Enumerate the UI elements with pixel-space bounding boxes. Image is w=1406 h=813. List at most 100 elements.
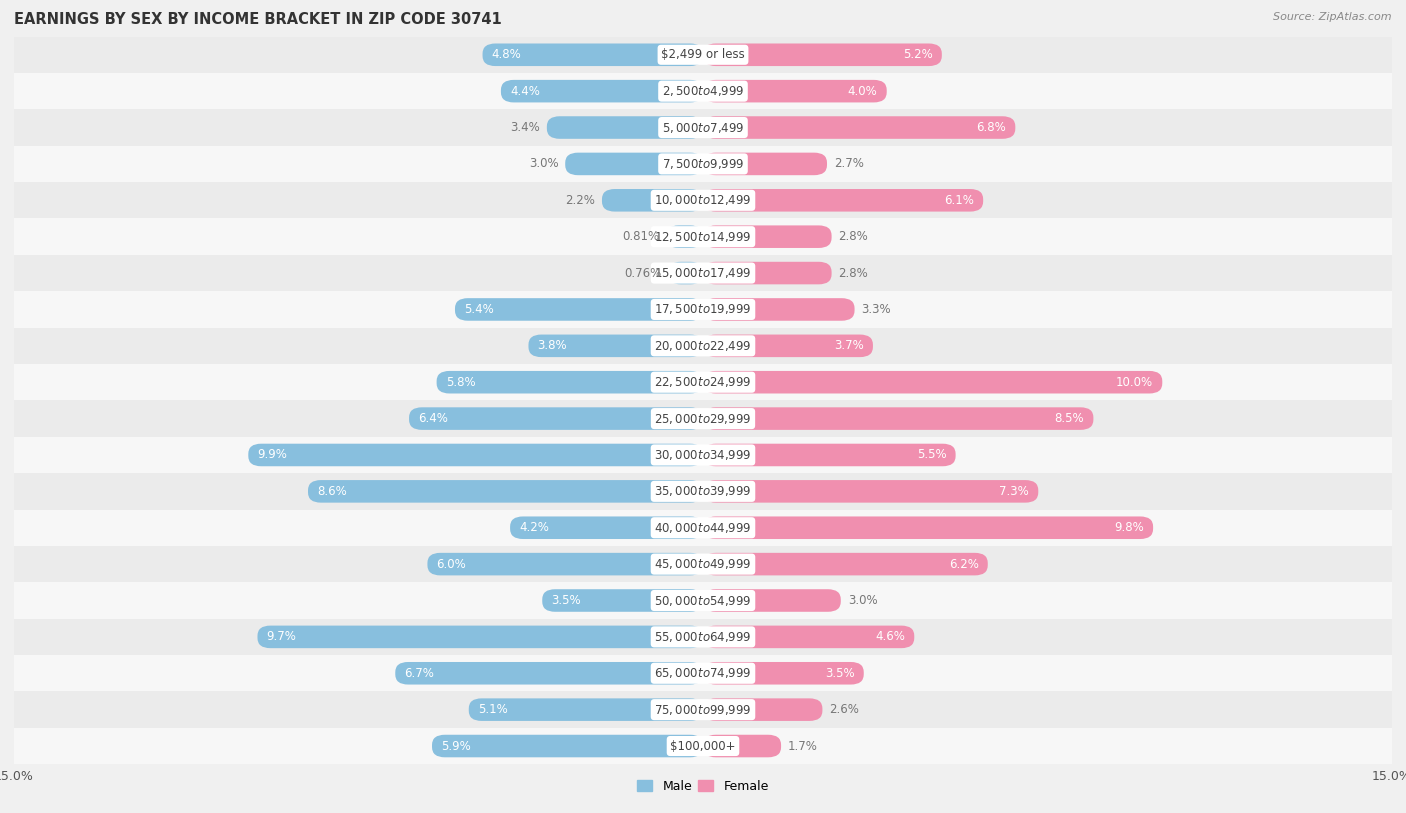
FancyBboxPatch shape: [395, 662, 703, 685]
FancyBboxPatch shape: [510, 516, 703, 539]
Text: 3.0%: 3.0%: [529, 158, 558, 171]
FancyBboxPatch shape: [249, 444, 703, 466]
Text: $15,000 to $17,499: $15,000 to $17,499: [654, 266, 752, 280]
Text: 9.9%: 9.9%: [257, 449, 287, 462]
Text: 3.0%: 3.0%: [848, 594, 877, 607]
Text: Source: ZipAtlas.com: Source: ZipAtlas.com: [1274, 12, 1392, 22]
Text: $17,500 to $19,999: $17,500 to $19,999: [654, 302, 752, 316]
Text: 6.1%: 6.1%: [943, 193, 974, 207]
Text: 4.8%: 4.8%: [492, 48, 522, 61]
Text: $5,000 to $7,499: $5,000 to $7,499: [662, 120, 744, 134]
FancyBboxPatch shape: [547, 116, 703, 139]
FancyBboxPatch shape: [703, 116, 1015, 139]
Text: 2.6%: 2.6%: [830, 703, 859, 716]
FancyBboxPatch shape: [703, 516, 1153, 539]
FancyBboxPatch shape: [703, 407, 1094, 430]
Text: 5.5%: 5.5%: [917, 449, 946, 462]
Bar: [14, 37, 1392, 73]
FancyBboxPatch shape: [703, 335, 873, 357]
FancyBboxPatch shape: [703, 444, 956, 466]
FancyBboxPatch shape: [432, 735, 703, 757]
Text: 9.7%: 9.7%: [267, 630, 297, 643]
Text: 3.4%: 3.4%: [510, 121, 540, 134]
FancyBboxPatch shape: [668, 262, 703, 285]
Legend: Male, Female: Male, Female: [633, 775, 773, 798]
Bar: [14, 401, 1392, 437]
Text: 5.4%: 5.4%: [464, 303, 494, 316]
Text: 5.2%: 5.2%: [903, 48, 932, 61]
Bar: [14, 146, 1392, 182]
Text: $45,000 to $49,999: $45,000 to $49,999: [654, 557, 752, 571]
Text: $100,000+: $100,000+: [671, 740, 735, 753]
Text: $12,500 to $14,999: $12,500 to $14,999: [654, 230, 752, 244]
Text: $75,000 to $99,999: $75,000 to $99,999: [654, 702, 752, 716]
Text: 4.2%: 4.2%: [519, 521, 550, 534]
FancyBboxPatch shape: [703, 626, 914, 648]
FancyBboxPatch shape: [703, 589, 841, 611]
Text: 5.9%: 5.9%: [441, 740, 471, 753]
Text: 1.7%: 1.7%: [787, 740, 818, 753]
Text: 4.4%: 4.4%: [510, 85, 540, 98]
FancyBboxPatch shape: [257, 626, 703, 648]
Text: 7.3%: 7.3%: [1000, 485, 1029, 498]
Text: 6.7%: 6.7%: [405, 667, 434, 680]
Text: $7,500 to $9,999: $7,500 to $9,999: [662, 157, 744, 171]
Text: 4.6%: 4.6%: [875, 630, 905, 643]
Bar: [14, 437, 1392, 473]
FancyBboxPatch shape: [409, 407, 703, 430]
Text: 3.8%: 3.8%: [537, 339, 567, 352]
Bar: [14, 73, 1392, 110]
FancyBboxPatch shape: [501, 80, 703, 102]
Text: $30,000 to $34,999: $30,000 to $34,999: [654, 448, 752, 462]
FancyBboxPatch shape: [703, 262, 831, 285]
Bar: [14, 110, 1392, 146]
Text: 0.81%: 0.81%: [621, 230, 659, 243]
Text: 3.3%: 3.3%: [862, 303, 891, 316]
Text: 6.8%: 6.8%: [976, 121, 1007, 134]
Text: $2,500 to $4,999: $2,500 to $4,999: [662, 85, 744, 98]
FancyBboxPatch shape: [602, 189, 703, 211]
Text: 3.7%: 3.7%: [834, 339, 863, 352]
FancyBboxPatch shape: [703, 189, 983, 211]
FancyBboxPatch shape: [543, 589, 703, 611]
Text: $25,000 to $29,999: $25,000 to $29,999: [654, 411, 752, 425]
Text: 6.4%: 6.4%: [418, 412, 449, 425]
FancyBboxPatch shape: [703, 553, 988, 576]
Bar: [14, 328, 1392, 364]
FancyBboxPatch shape: [427, 553, 703, 576]
Text: 8.5%: 8.5%: [1054, 412, 1084, 425]
FancyBboxPatch shape: [703, 298, 855, 320]
Text: 2.7%: 2.7%: [834, 158, 863, 171]
FancyBboxPatch shape: [703, 153, 827, 175]
Text: 6.2%: 6.2%: [949, 558, 979, 571]
Text: 2.8%: 2.8%: [838, 267, 869, 280]
Text: 10.0%: 10.0%: [1116, 376, 1153, 389]
Text: 2.2%: 2.2%: [565, 193, 595, 207]
Bar: [14, 655, 1392, 691]
Text: EARNINGS BY SEX BY INCOME BRACKET IN ZIP CODE 30741: EARNINGS BY SEX BY INCOME BRACKET IN ZIP…: [14, 12, 502, 27]
FancyBboxPatch shape: [703, 371, 1163, 393]
FancyBboxPatch shape: [565, 153, 703, 175]
Text: $40,000 to $44,999: $40,000 to $44,999: [654, 521, 752, 535]
FancyBboxPatch shape: [703, 225, 831, 248]
Text: 5.8%: 5.8%: [446, 376, 475, 389]
Text: $55,000 to $64,999: $55,000 to $64,999: [654, 630, 752, 644]
FancyBboxPatch shape: [482, 44, 703, 66]
FancyBboxPatch shape: [456, 298, 703, 320]
Bar: [14, 255, 1392, 291]
Text: $35,000 to $39,999: $35,000 to $39,999: [654, 485, 752, 498]
Text: $22,500 to $24,999: $22,500 to $24,999: [654, 376, 752, 389]
Bar: [14, 510, 1392, 546]
FancyBboxPatch shape: [308, 480, 703, 502]
Text: 6.0%: 6.0%: [437, 558, 467, 571]
FancyBboxPatch shape: [703, 662, 863, 685]
Bar: [14, 291, 1392, 328]
Bar: [14, 619, 1392, 655]
FancyBboxPatch shape: [666, 225, 703, 248]
FancyBboxPatch shape: [529, 335, 703, 357]
Text: 0.76%: 0.76%: [624, 267, 661, 280]
Text: 5.1%: 5.1%: [478, 703, 508, 716]
FancyBboxPatch shape: [703, 44, 942, 66]
Text: 3.5%: 3.5%: [825, 667, 855, 680]
Bar: [14, 546, 1392, 582]
